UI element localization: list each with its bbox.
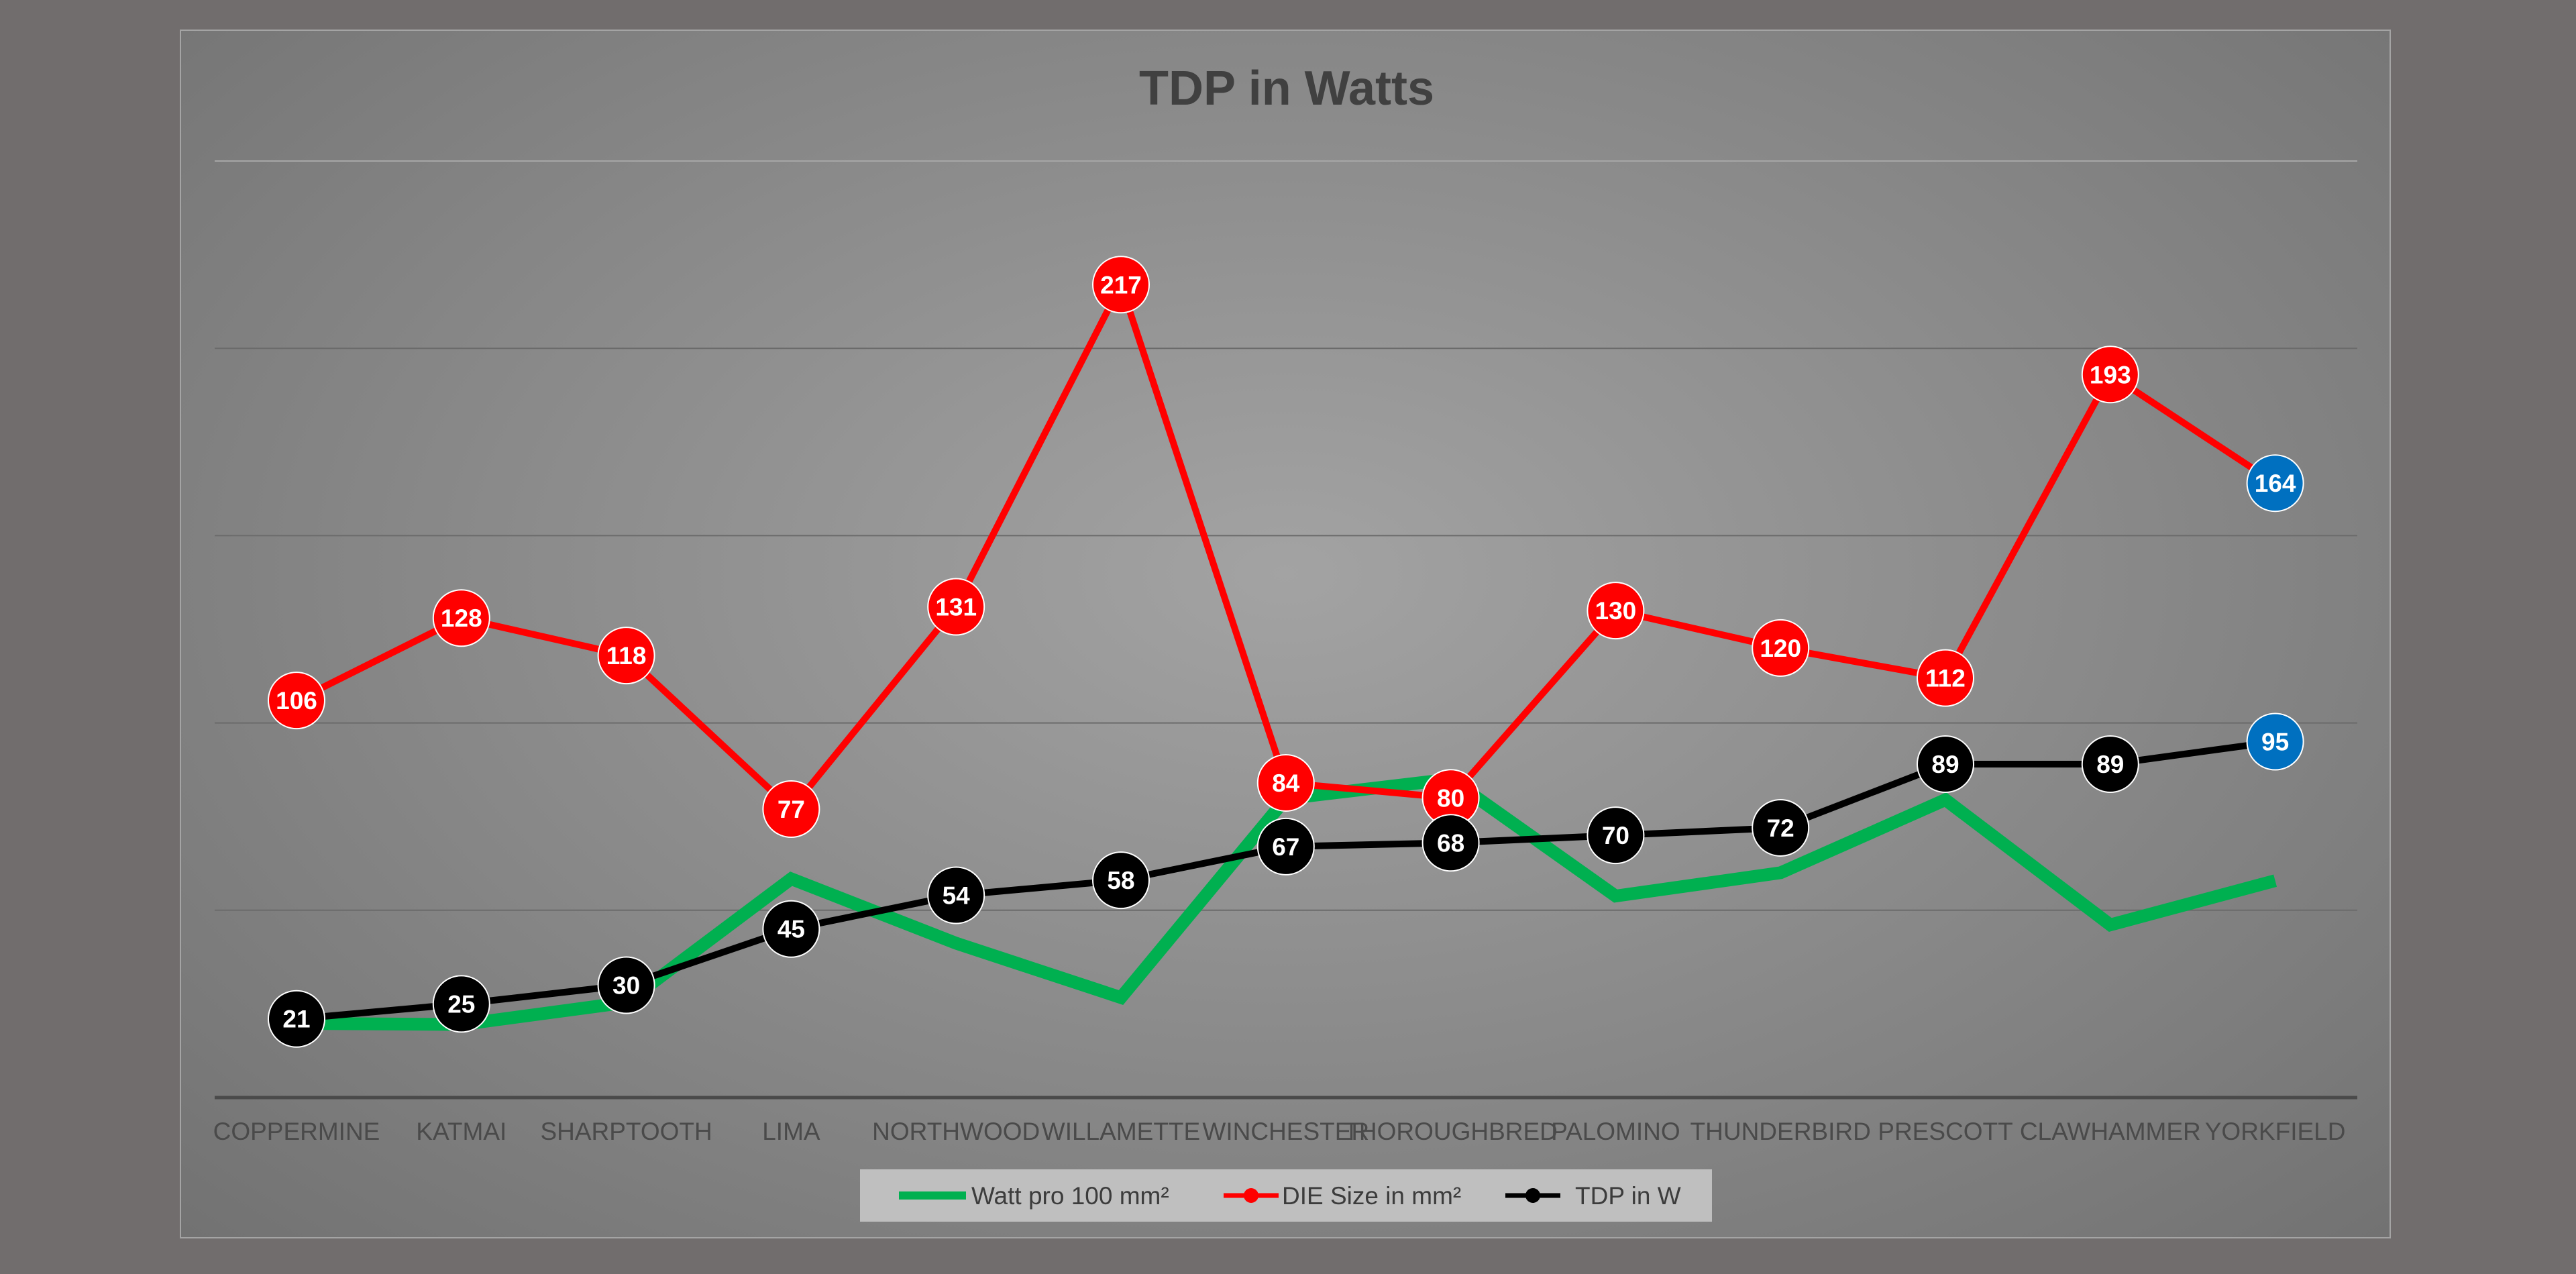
- x-tick-label: NORTHWOOD: [872, 1118, 1040, 1145]
- x-tick-label: LIMA: [762, 1118, 820, 1145]
- data-point: [1587, 582, 1645, 640]
- x-tick-label: YORKFIELD: [2205, 1118, 2346, 1145]
- data-label: 89: [1931, 751, 1959, 778]
- data-point: [268, 990, 325, 1048]
- data-label: 193: [2090, 361, 2131, 388]
- x-tick-label: WINCHESTER: [1202, 1118, 1369, 1145]
- data-label: 25: [447, 990, 475, 1018]
- data-label: 95: [2261, 729, 2289, 756]
- x-tick-label: THOROUGHBRED: [1344, 1118, 1558, 1145]
- data-label: 21: [282, 1006, 310, 1033]
- data-label: 45: [777, 916, 805, 943]
- data-label: 58: [1107, 867, 1134, 894]
- data-label: 130: [1595, 597, 1637, 625]
- data-point: [432, 975, 490, 1033]
- data-label: 30: [612, 971, 640, 999]
- series-line: [294, 276, 2277, 814]
- data-point: [1752, 619, 1810, 677]
- x-tick-label: KATMAI: [416, 1118, 506, 1145]
- x-tick-label: PALOMINO: [1551, 1118, 1680, 1145]
- data-label: 54: [943, 882, 971, 909]
- chart-frame: TDP in Watts COPPERMINE KATMAI SHARPTOOTH L…: [180, 30, 2391, 1238]
- data-point: [1917, 649, 1974, 707]
- data-point: [2246, 712, 2304, 771]
- line-chart: TDP in Watts COPPERMINE KATMAI SHARPTOOTH L…: [213, 62, 2357, 1222]
- data-label: 70: [1602, 822, 1629, 849]
- data-point: [597, 956, 655, 1014]
- x-tick-label: COPPERMINE: [213, 1118, 380, 1145]
- data-label: 89: [2096, 751, 2124, 778]
- data-point: [927, 578, 985, 636]
- legend-box: [860, 1169, 1712, 1222]
- legend-marker: [1525, 1188, 1540, 1203]
- data-label: 106: [276, 687, 317, 714]
- data-label: 120: [1760, 635, 1801, 662]
- chart-title: TDP in Watts: [1139, 62, 1434, 115]
- data-label: 84: [1272, 769, 1300, 797]
- data-point: [1256, 817, 1315, 875]
- series-lines: [294, 276, 2277, 1031]
- data-label: 68: [1437, 829, 1464, 857]
- legend-label: TDP in W: [1575, 1182, 1681, 1210]
- data-point: [2081, 735, 2139, 794]
- data-point: [762, 780, 820, 839]
- data-point: [2246, 454, 2304, 513]
- data-label: 77: [777, 796, 805, 823]
- data-point: [1917, 735, 1974, 794]
- legend-label: DIE Size in mm²: [1282, 1182, 1461, 1210]
- data-point: [1256, 753, 1315, 812]
- data-label: 164: [2255, 470, 2296, 497]
- data-label: 118: [606, 642, 647, 670]
- data-label: 80: [1437, 784, 1464, 812]
- data-point: [1092, 851, 1150, 910]
- data-point: [1752, 798, 1810, 857]
- data-label: 112: [1925, 665, 1966, 692]
- legend-marker: [1244, 1188, 1258, 1203]
- data-point: [1587, 806, 1645, 865]
- data-point: [597, 627, 655, 685]
- data-label: 72: [1767, 814, 1794, 842]
- x-tick-label: THUNDERBIRD: [1690, 1118, 1871, 1145]
- legend-label: Watt pro 100 mm²: [971, 1182, 1169, 1210]
- data-point: [762, 900, 820, 958]
- x-tick-label: PRESCOTT: [1878, 1118, 2012, 1145]
- data-label: 67: [1272, 833, 1299, 861]
- legend: Watt pro 100 mm² DIE Size in mm² TDP in W: [860, 1169, 1712, 1222]
- data-point: [1421, 814, 1480, 872]
- series-markers: 106 128 118 77 131 217 84 80 130 120 112 193 164 21 25…: [268, 256, 2304, 1048]
- data-label: 128: [441, 604, 482, 632]
- x-axis-labels: COPPERMINE KATMAI SHARPTOOTH LIMA NORTHWOOD W…: [213, 1118, 2346, 1145]
- data-label: 217: [1100, 271, 1142, 299]
- x-tick-label: SHARPTOOTH: [540, 1118, 712, 1145]
- x-tick-label: WILLAMETTE: [1042, 1118, 1200, 1145]
- x-tick-label: CLAWHAMMER: [2020, 1118, 2201, 1145]
- data-label: 131: [935, 593, 977, 621]
- data-point: [432, 589, 490, 647]
- data-point: [927, 866, 985, 924]
- gridlines: [215, 160, 2357, 1100]
- data-point: [268, 672, 325, 730]
- data-point: [1092, 256, 1150, 314]
- data-point: [2081, 346, 2139, 404]
